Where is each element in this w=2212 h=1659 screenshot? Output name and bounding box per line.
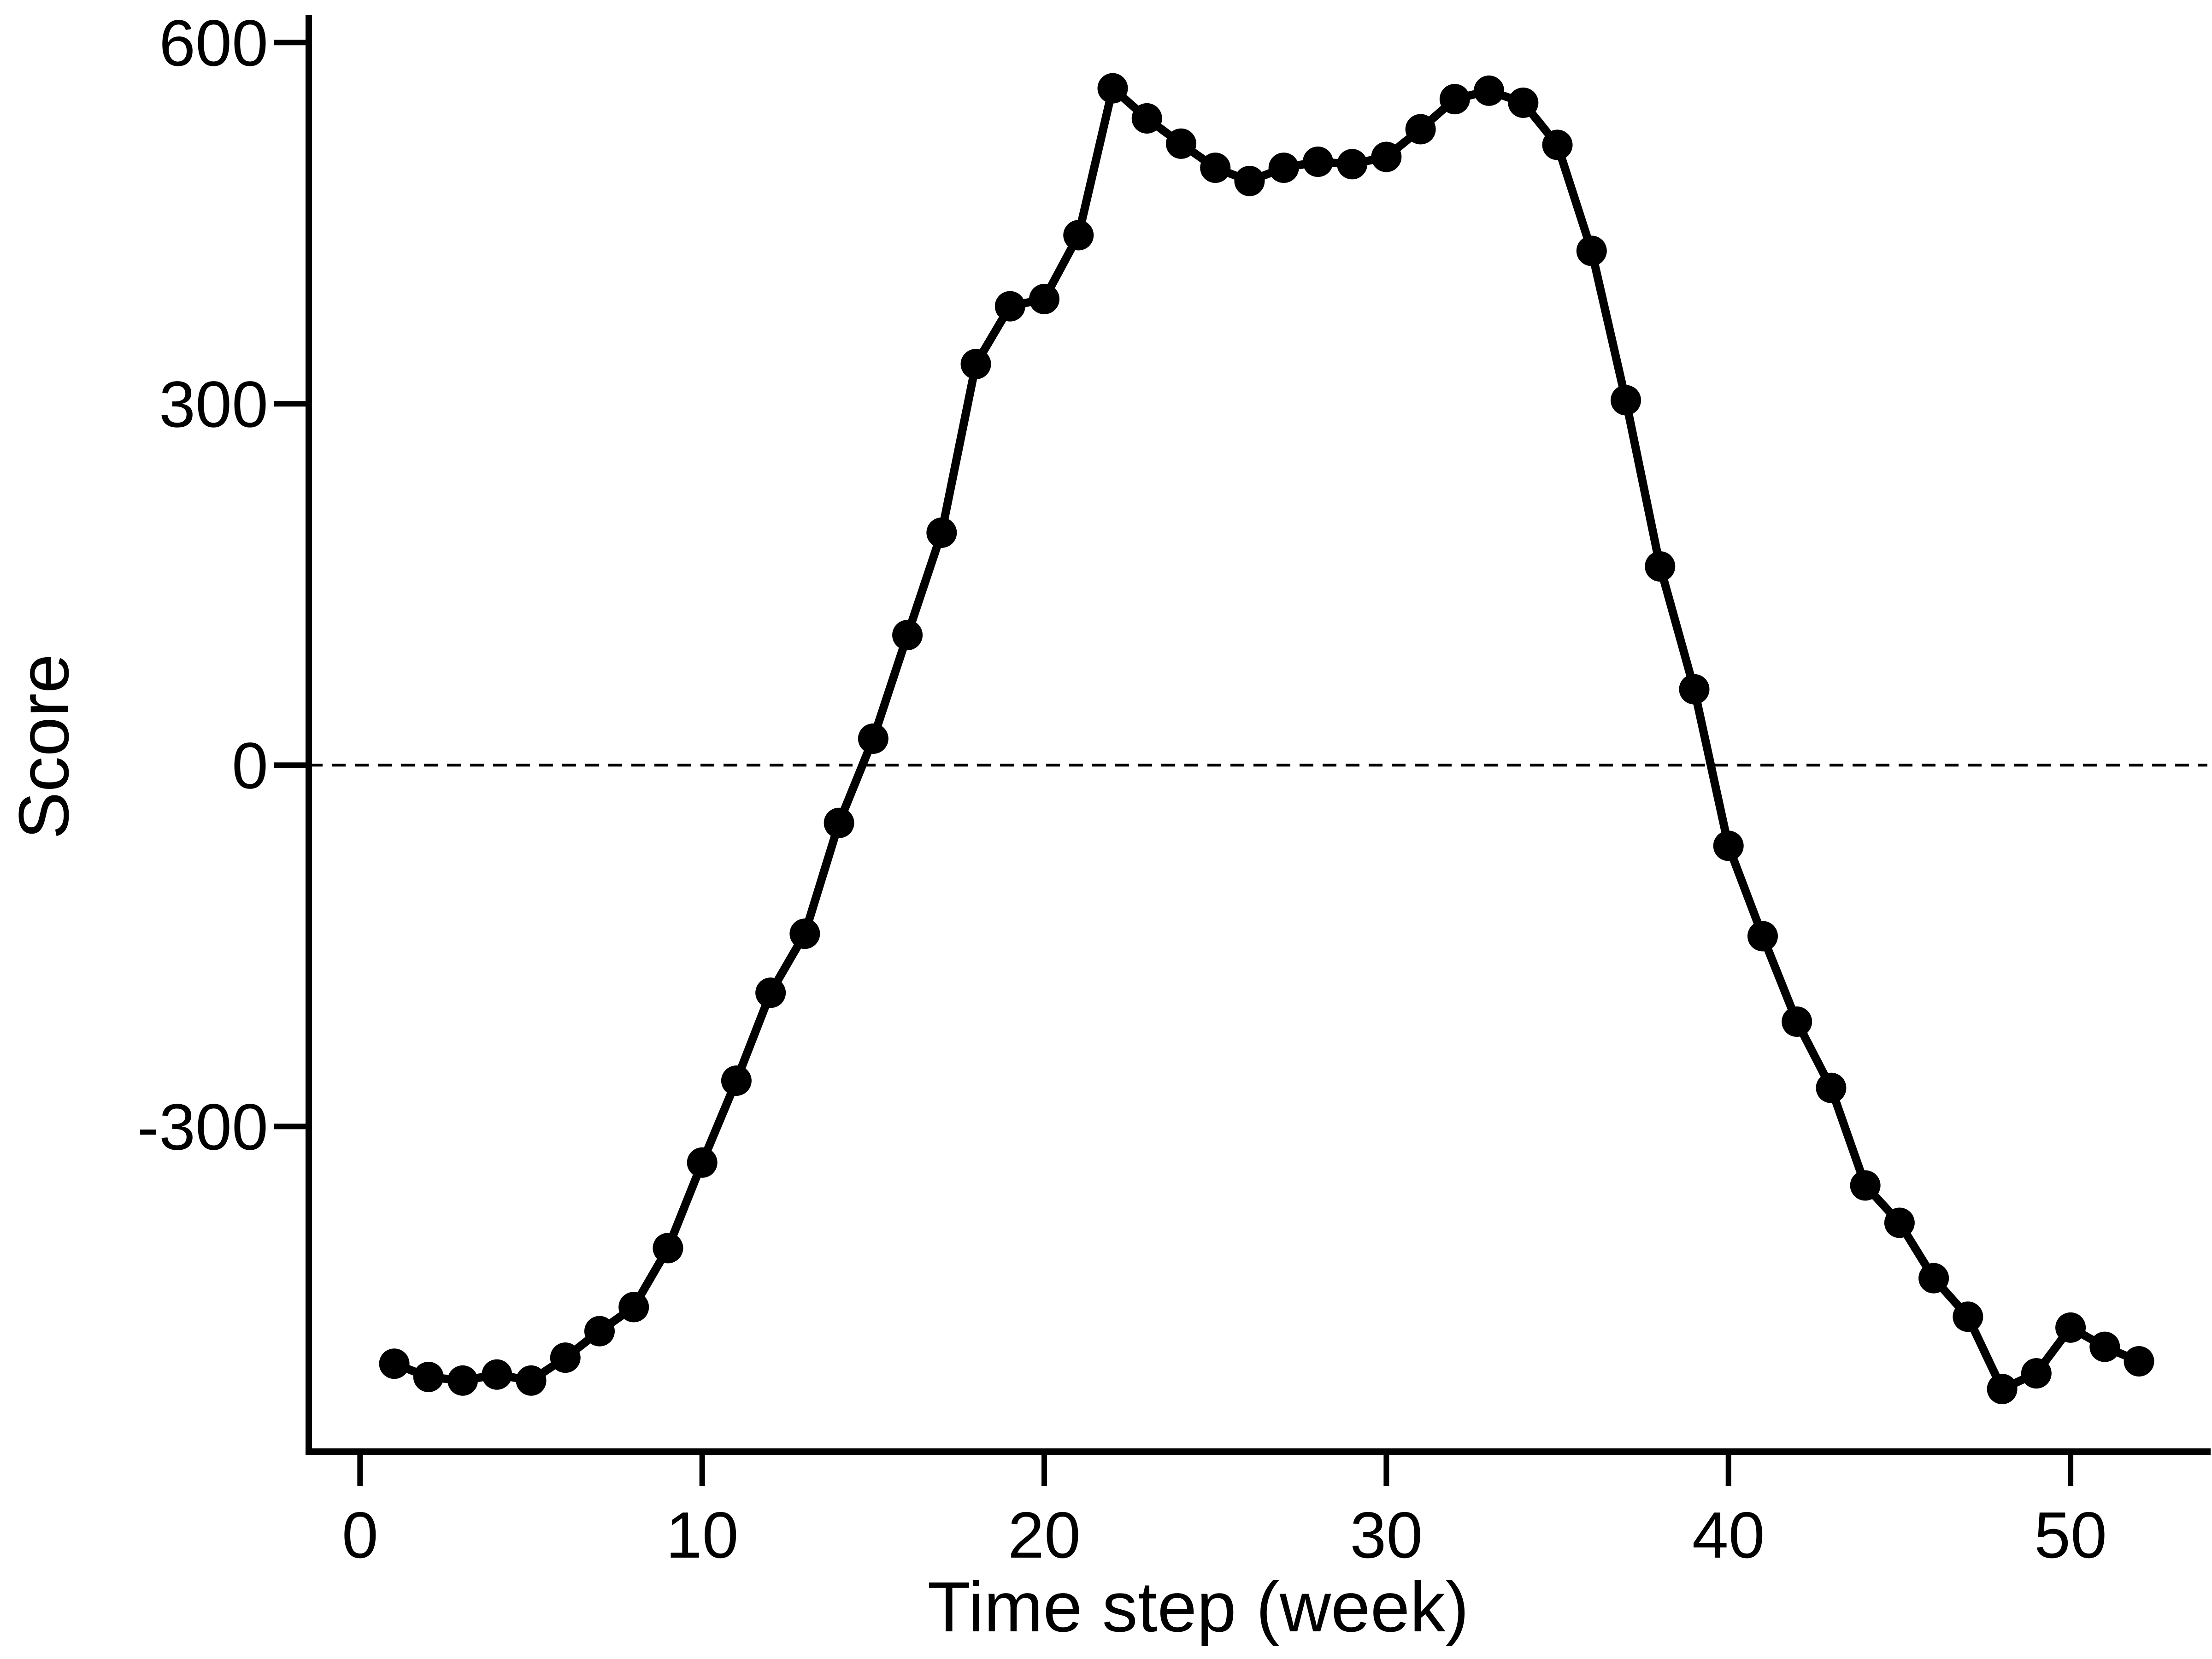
data-point <box>482 1359 512 1390</box>
data-point <box>892 620 923 651</box>
data-point <box>1302 147 1333 177</box>
data-point <box>1097 73 1128 104</box>
data-point <box>1200 153 1231 183</box>
axes-layer <box>306 15 2211 1455</box>
data-point <box>379 1348 410 1379</box>
data-point <box>2055 1312 2086 1343</box>
axis-titles-layer: Time step (week) Score <box>4 654 1469 1647</box>
data-point <box>2089 1331 2120 1362</box>
data-point <box>824 807 854 838</box>
x-tick-label: 0 <box>342 1499 378 1572</box>
data-point <box>789 918 820 949</box>
y-tick-label: 0 <box>232 729 268 802</box>
data-point <box>1234 165 1265 196</box>
data-point <box>653 1233 683 1264</box>
data-point <box>755 977 786 1008</box>
data-point <box>1474 75 1505 106</box>
data-point <box>1884 1207 1915 1238</box>
data-point <box>618 1292 649 1323</box>
data-point <box>2124 1346 2154 1377</box>
data-point <box>858 723 888 754</box>
data-point <box>1576 235 1607 266</box>
data-point <box>1371 141 1402 172</box>
data-point <box>687 1147 718 1178</box>
data-point <box>1611 385 1641 416</box>
series-line <box>390 84 2143 1394</box>
data-point <box>1918 1263 1949 1294</box>
data-point <box>584 1316 615 1347</box>
data-point <box>1439 84 1470 115</box>
data-point <box>926 517 957 548</box>
data-point <box>1542 129 1573 160</box>
data-point <box>413 1361 444 1392</box>
y-tick-label: 300 <box>159 368 268 441</box>
data-point <box>1029 283 1060 314</box>
data-point <box>994 291 1025 322</box>
y-tick-label: 600 <box>159 6 268 80</box>
data-point <box>1850 1170 1881 1201</box>
data-point <box>1953 1301 1983 1332</box>
data-point <box>516 1365 547 1396</box>
data-point <box>1337 149 1368 180</box>
data-point <box>1987 1374 2018 1405</box>
data-point <box>1679 674 1710 705</box>
data-point <box>1268 153 1299 183</box>
data-point <box>1747 921 1778 952</box>
x-tick-label: 30 <box>1350 1499 1423 1572</box>
series-layer <box>379 73 2154 1405</box>
data-point <box>1165 128 1196 159</box>
data-point <box>1131 103 1162 134</box>
data-point <box>960 349 991 380</box>
x-tick-label: 20 <box>1008 1499 1081 1572</box>
data-point <box>447 1365 478 1396</box>
data-point <box>1405 114 1436 145</box>
data-point <box>1508 87 1539 118</box>
x-tick-label: 40 <box>1692 1499 1765 1572</box>
data-point <box>721 1065 752 1096</box>
data-point <box>1713 830 1744 861</box>
data-point <box>2021 1358 2052 1389</box>
ticks-layer: -300 0 300 600 0 10 20 30 40 50 <box>137 6 2107 1572</box>
data-point <box>1816 1072 1847 1103</box>
y-axis-title: Score <box>4 654 83 839</box>
x-tick-label: 10 <box>666 1499 739 1572</box>
data-point <box>1782 1006 1812 1037</box>
y-tick-label: -300 <box>137 1090 268 1164</box>
x-axis-title: Time step (week) <box>927 1567 1469 1647</box>
data-point <box>550 1342 581 1373</box>
data-point <box>1645 551 1676 582</box>
data-point <box>1063 220 1094 251</box>
x-tick-label: 50 <box>2034 1499 2107 1572</box>
